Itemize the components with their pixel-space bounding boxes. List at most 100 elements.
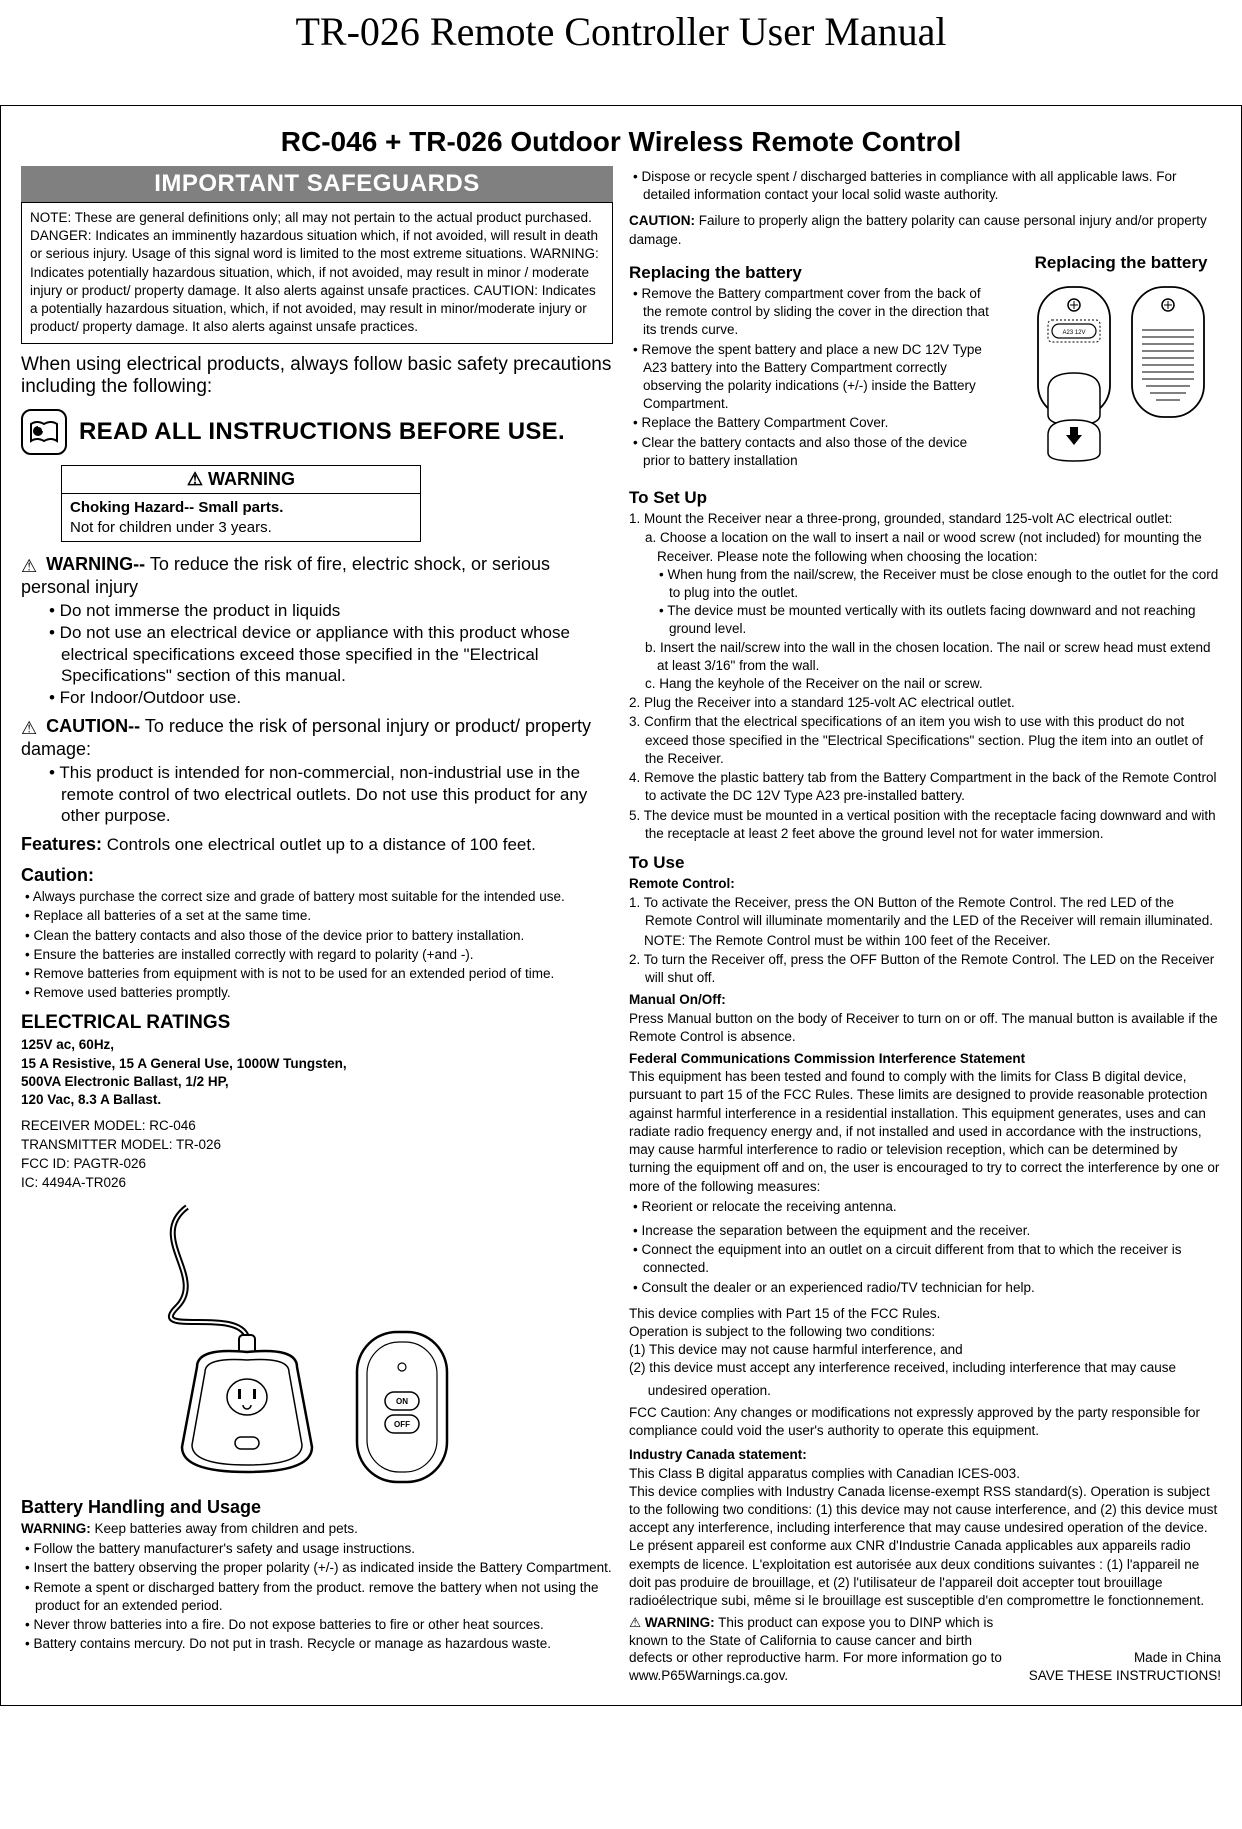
ratings-line: 125V ac, 60Hz, — [21, 1036, 613, 1054]
caution-item: • This product is intended for non-comme… — [49, 762, 613, 826]
fcc-lead: Federal Communications Commission Interf… — [629, 1051, 1025, 1066]
battery-replace-illustration: A23 12V — [1026, 275, 1216, 465]
warning-item: • For Indoor/Outdoor use. — [49, 687, 613, 708]
features-text: Controls one electrical outlet up to a d… — [107, 835, 536, 854]
replace-illustration-wrap: Replacing the battery A23 12V — [1021, 253, 1221, 470]
features-lead: Features: — [21, 834, 102, 854]
setup-item: • The device must be mounted vertically … — [629, 602, 1221, 638]
setup-list: 1. Mount the Receiver near a three-prong… — [629, 510, 1221, 843]
read-all-row: READ ALL INSTRUCTIONS BEFORE USE. — [21, 409, 613, 455]
ic-block: Industry Canada statement: This Class B … — [629, 1446, 1221, 1610]
model-line: IC: 4494A-TR026 — [21, 1174, 613, 1193]
battery-warning-lead: WARNING: — [21, 1521, 91, 1536]
warning-box-line2: Not for children under 3 years. — [70, 519, 272, 536]
battery-warning-line: WARNING: Keep batteries away from childr… — [21, 1520, 613, 1538]
left-column: IMPORTANT SAFEGUARDS NOTE: These are gen… — [21, 166, 613, 1685]
p65-warning: ⚠ WARNING: This product can expose you t… — [629, 1614, 1029, 1684]
safeguard-header: IMPORTANT SAFEGUARDS — [21, 166, 613, 202]
model-line: FCC ID: PAGTR-026 — [21, 1155, 613, 1174]
svg-text:A23 12V: A23 12V — [1062, 330, 1085, 336]
warning-box-line1: Choking Hazard-- Small parts. — [70, 499, 283, 516]
warning-item: • Do not use an electrical device or app… — [49, 622, 613, 686]
part15-b: Operation is subject to the following tw… — [629, 1324, 935, 1339]
main-title: RC-046 + TR-026 Outdoor Wireless Remote … — [21, 126, 1221, 158]
remote-lead-text: Remote Control: — [629, 876, 735, 891]
replace-item: • Remove the Battery compartment cover f… — [629, 285, 989, 340]
models-block: RECEIVER MODEL: RC-046 TRANSMITTER MODEL… — [21, 1117, 613, 1193]
touse-item: 2. To turn the Receiver off, press the O… — [629, 951, 1221, 987]
manual-text: Press Manual button on the body of Recei… — [629, 1011, 1218, 1044]
right-column: • Dispose or recycle spent / discharged … — [629, 166, 1221, 1685]
ratings-block: 125V ac, 60Hz, 15 A Resistive, 15 A Gene… — [21, 1036, 613, 1109]
battery-item: • Remote a spent or discharged battery f… — [21, 1579, 613, 1615]
remote-lead: Remote Control: — [629, 875, 1221, 893]
setup-title: To Set Up — [629, 488, 1221, 508]
battery-warning-text: Keep batteries away from children and pe… — [95, 1521, 358, 1536]
part15-a: This device complies with Part 15 of the… — [629, 1306, 940, 1321]
warning-item: • Do not immerse the product in liquids — [49, 600, 613, 621]
fcc-bullet: • Increase the separation between the eq… — [629, 1222, 1221, 1240]
caution2-title: Caution: — [21, 865, 613, 886]
touse-item: 1. To activate the Receiver, press the O… — [629, 894, 1221, 930]
replace-list: • Remove the Battery compartment cover f… — [629, 285, 989, 470]
warning-box-body: Choking Hazard-- Small parts. Not for ch… — [62, 494, 420, 541]
setup-item: 2. Plug the Receiver into a standard 125… — [629, 694, 1221, 712]
setup-item: 5. The device must be mounted in a verti… — [629, 807, 1221, 843]
caution-list: • This product is intended for non-comme… — [49, 762, 613, 826]
save-instructions: SAVE THESE INSTRUCTIONS! — [1029, 1668, 1221, 1683]
battery-item: • Never throw batteries into a fire. Do … — [21, 1616, 613, 1634]
read-all-text: READ ALL INSTRUCTIONS BEFORE USE. — [79, 418, 565, 446]
setup-item: • When hung from the nail/screw, the Rec… — [629, 566, 1221, 602]
setup-item: c. Hang the keyhole of the Receiver on t… — [629, 675, 1221, 693]
two-column-layout: IMPORTANT SAFEGUARDS NOTE: These are gen… — [21, 166, 1221, 1685]
caution2-item: • Ensure the batteries are installed cor… — [21, 946, 613, 964]
fcc-bullets: • Reorient or relocate the receiving ant… — [629, 1198, 1221, 1297]
battery-item: • Battery contains mercury. Do not put i… — [21, 1635, 613, 1653]
warning-box-header: ⚠ WARNING — [62, 466, 420, 494]
svg-text:ON: ON — [396, 1397, 408, 1406]
warning-lead: WARNING-- — [46, 554, 145, 574]
setup-item: 3. Confirm that the electrical specifica… — [629, 713, 1221, 768]
battery-list: • Follow the battery manufacturer's safe… — [21, 1540, 613, 1653]
page-frame: RC-046 + TR-026 Outdoor Wireless Remote … — [0, 105, 1242, 1706]
fcc-block: Federal Communications Commission Interf… — [629, 1050, 1221, 1196]
caution2-item: • Replace all batteries of a set at the … — [21, 907, 613, 925]
note-box: NOTE: These are general definitions only… — [21, 202, 613, 344]
setup-item: 4. Remove the plastic battery tab from t… — [629, 769, 1221, 805]
footer-row: ⚠ WARNING: This product can expose you t… — [629, 1614, 1221, 1684]
model-line: RECEIVER MODEL: RC-046 — [21, 1117, 613, 1136]
right-caution-lead: CAUTION: — [629, 213, 695, 228]
warning-triangle-icon: ⚠ — [629, 1615, 645, 1630]
ic-para: This Class B digital apparatus complies … — [629, 1466, 1217, 1609]
warning-box: ⚠ WARNING Choking Hazard-- Small parts. … — [61, 465, 421, 542]
part15-c: (1) This device may not cause harmful in… — [629, 1342, 963, 1357]
touse-title: To Use — [629, 853, 1221, 873]
top-title: TR-026 Remote Controller User Manual — [0, 8, 1242, 55]
right-top-bullet: • Dispose or recycle spent / discharged … — [629, 168, 1221, 204]
replace-section: Replacing the battery A23 12V — [629, 253, 1221, 478]
part15-d: (2) this device must accept any interfer… — [629, 1360, 1176, 1375]
caution-heading: ⚠ CAUTION-- To reduce the risk of person… — [21, 716, 613, 760]
ratings-line: 15 A Resistive, 15 A General Use, 1000W … — [21, 1055, 613, 1073]
p65-lead: WARNING: — [645, 1615, 715, 1630]
fcc-bullet: • Connect the equipment into an outlet o… — [629, 1241, 1221, 1277]
note-box-text: NOTE: These are general definitions only… — [30, 210, 599, 334]
made-in: Made in China — [1134, 1650, 1221, 1665]
warning-heading: ⚠ WARNING-- To reduce the risk of fire, … — [21, 554, 613, 598]
features-line: Features: Controls one electrical outlet… — [21, 834, 613, 855]
caution2-item: • Clean the battery contacts and also th… — [21, 927, 613, 945]
setup-item: b. Insert the nail/screw into the wall i… — [629, 639, 1221, 675]
fcc-bullet: • Reorient or relocate the receiving ant… — [629, 1198, 1221, 1216]
manual-icon — [21, 409, 67, 455]
warning-triangle-icon: ⚠ — [21, 556, 37, 577]
battery-title: Battery Handling and Usage — [21, 1497, 613, 1518]
setup-item: a. Choose a location on the wall to inse… — [629, 529, 1221, 565]
receiver-remote-illustration: ON OFF — [127, 1197, 507, 1487]
fcc-caution: FCC Caution: Any changes or modification… — [629, 1404, 1221, 1440]
ratings-line: 120 Vac, 8.3 A Ballast. — [21, 1091, 613, 1109]
battery-item: • Follow the battery manufacturer's safe… — [21, 1540, 613, 1558]
right-caution-text: Failure to properly align the battery po… — [629, 213, 1207, 246]
manual-block: Manual On/Off: Press Manual button on th… — [629, 991, 1221, 1046]
ic-lead: Industry Canada statement: — [629, 1447, 807, 1462]
ratings-line: 500VA Electronic Ballast, 1/2 HP, — [21, 1073, 613, 1091]
